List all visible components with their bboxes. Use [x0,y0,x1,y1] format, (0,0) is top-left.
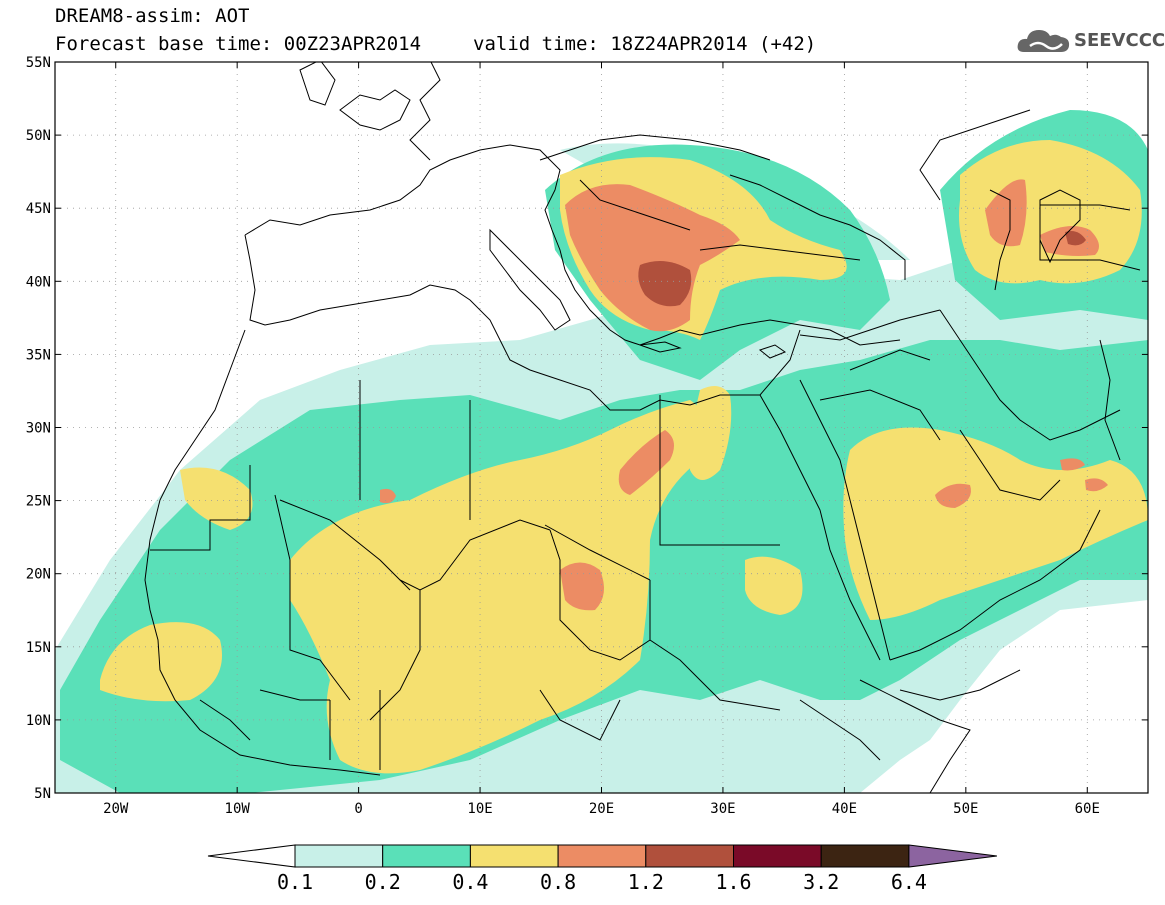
colorbar-label: 0.8 [540,870,576,894]
seevccc-logo: SEEVCCC [1016,24,1165,58]
colorbar-segment [294,844,384,868]
lat-tick-label: 5N [34,786,51,802]
lon-tick-label: 10W [225,801,251,817]
logo-text: SEEVCCC [1074,30,1165,51]
colorbar-label: 3.2 [803,870,839,894]
coastlines [144,62,1141,793]
colorbar-label: 6.4 [891,870,927,894]
colorbar-over-triangle [908,844,997,868]
lon-tick-label: 60E [1075,801,1100,817]
lon-tick-label: 20W [103,801,129,817]
colorbar: 0.1 0.2 0.4 0.8 1.2 1.6 3.2 6.4 [207,844,997,894]
lat-tick-label: 20N [26,567,51,583]
colorbar-segment [382,844,471,868]
base-time: Forecast base time: 00Z23APR2014 [55,33,422,55]
chart-title: DREAM8-assim: AOT [55,5,250,27]
lat-tick-label: 50N [26,128,51,144]
colorbar-under-triangle [207,844,296,868]
lon-tick-label: 10E [467,801,492,817]
colorbar-segment [645,844,734,868]
lon-tick-label: 40E [832,801,857,817]
colorbar-segment [820,844,910,868]
colorbar-label: 0.1 [277,870,313,894]
lat-tick-label: 10N [26,713,51,729]
lat-tick-label: 35N [26,347,51,363]
grid-lines [55,62,1148,793]
time-info: Forecast base time: 00Z23APR2014 valid ti… [55,34,816,54]
lat-tick-label: 45N [26,201,51,217]
colorbar-label: 1.6 [715,870,751,894]
lon-tick-label: 50E [953,801,978,817]
lat-tick-label: 40N [26,274,51,290]
colorbar-label: 0.4 [452,870,488,894]
aot-shading [55,110,1148,793]
axis-ticks: 55N 50N 45N 40N 35N 30N 25N 20N 15N 10N 5N 20W 10W 0 1… [26,55,1148,817]
lat-tick-label: 25N [26,494,51,510]
colorbar-segment [733,844,822,868]
lat-tick-label: 30N [26,421,51,437]
colorbar-label: 1.2 [628,870,664,894]
valid-time: valid time: 18Z24APR2014 (+42) [473,33,817,55]
aot-level-1-2 [638,231,1086,307]
colorbar-segment [469,844,559,868]
lat-tick-label: 15N [26,640,51,656]
lat-tick-label: 55N [26,55,51,71]
lon-tick-label: 30E [710,801,735,817]
colorbar-segment [557,844,647,868]
cloud-logo-icon [1017,30,1070,52]
lon-tick-label: 20E [589,801,614,817]
colorbar-label: 0.2 [365,870,401,894]
lon-tick-label: 0 [354,801,362,817]
